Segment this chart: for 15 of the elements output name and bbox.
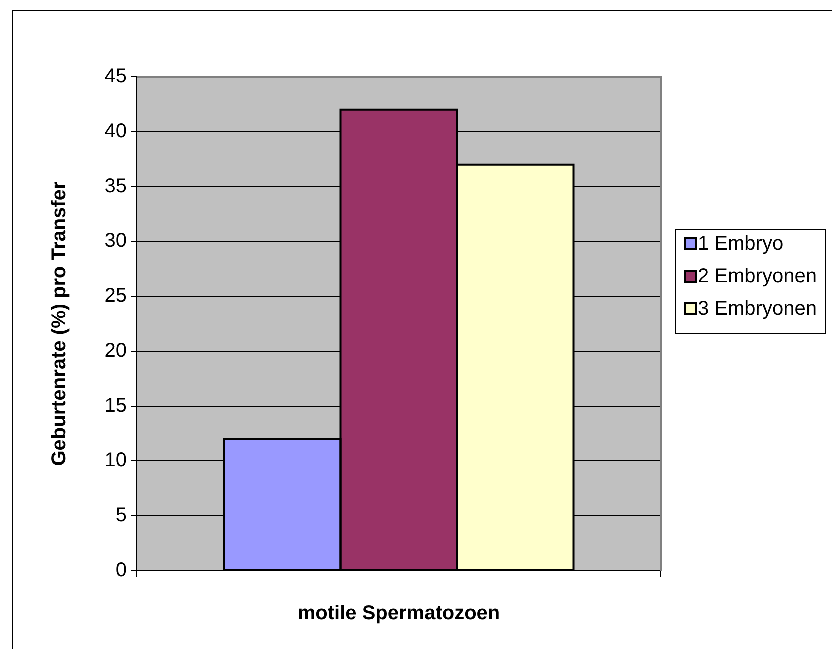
y-tick-label: 35	[104, 175, 127, 198]
y-tick-label: 30	[104, 230, 127, 252]
y-axis-title: Geburtenrate (%) pro Transfer	[48, 182, 71, 466]
legend-label: 3 Embryonen	[698, 298, 817, 320]
y-tick-label: 5	[116, 504, 127, 527]
y-tick-label: 40	[104, 120, 127, 142]
y-tick-label: 45	[104, 66, 127, 88]
legend-label: 2 Embryonen	[698, 266, 817, 288]
legend-label: 1 Embryo	[698, 233, 784, 256]
y-tick-label: 10	[104, 450, 127, 472]
y-tick-label: 20	[104, 340, 127, 362]
x-axis-title: motile Spermatozoen	[298, 602, 500, 625]
y-tick-label: 0	[116, 560, 127, 582]
y-tick-label: 25	[104, 285, 127, 308]
y-tick-label: 15	[104, 394, 127, 417]
